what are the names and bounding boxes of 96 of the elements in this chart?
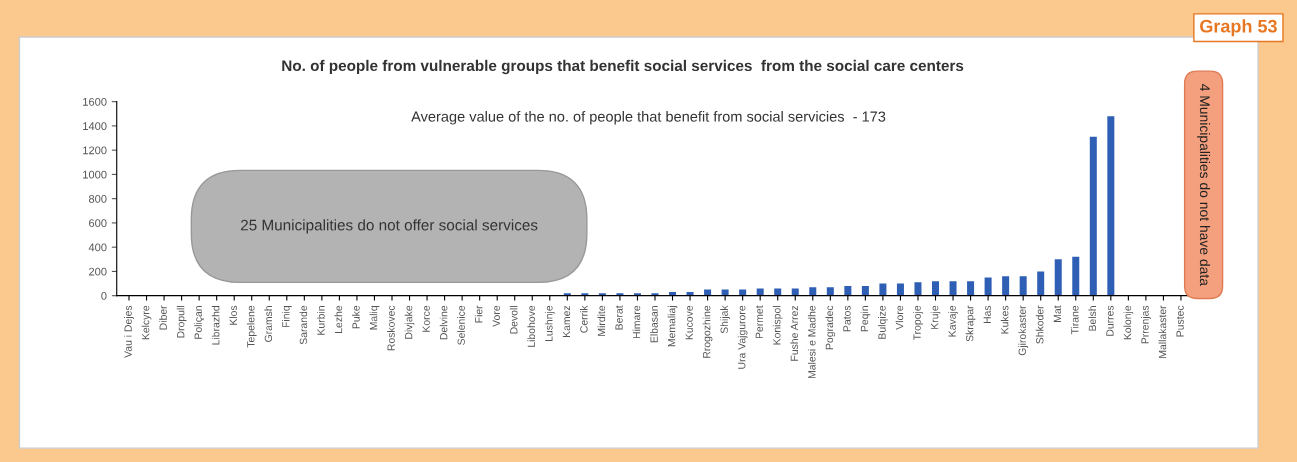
- x-tick-label: Skrapar: [965, 305, 976, 342]
- bar: [1037, 271, 1045, 296]
- x-tick-label: Prrenjas: [1141, 305, 1151, 344]
- x-tick-label: Gramsh: [264, 306, 273, 342]
- y-tick-label: 0: [101, 291, 107, 300]
- x-tick-label: Bulqize: [878, 305, 888, 339]
- x-tick-label: Roskovec: [387, 305, 395, 351]
- annotation: 25 Municipalities do not offer social services: [240, 219, 538, 234]
- bar: [861, 285, 869, 296]
- x-tick-label: Kelcyre: [141, 305, 152, 340]
- y-tick-label: 400: [88, 243, 107, 252]
- bar: [844, 285, 852, 296]
- y-tick-label: 1200: [83, 146, 107, 155]
- x-tick-label: Puke: [352, 305, 360, 329]
- bar: [967, 281, 975, 296]
- bar: [949, 281, 957, 296]
- x-tick-label: Mirdite: [597, 305, 606, 336]
- x-tick-label: Shijak: [720, 305, 730, 334]
- text: 4 Municipalities do not have data: [1197, 83, 1211, 286]
- bar: [1107, 116, 1115, 296]
- x-tick-label: Durres: [1106, 305, 1114, 336]
- x-tick-label: Cerrik: [580, 305, 588, 333]
- x-tick-label: Divjake: [404, 305, 415, 339]
- x-tick-label: Kruje: [930, 305, 941, 329]
- bar: [1002, 276, 1010, 296]
- x-tick-label: Kamez: [562, 305, 571, 337]
- y-tick-label: 200: [89, 267, 107, 276]
- bar: [1072, 256, 1080, 296]
- y-tick-label: 1400: [83, 122, 107, 131]
- x-tick-label: Tirane: [1070, 305, 1079, 335]
- x-tick-label: Maliq: [369, 306, 380, 330]
- x-tick-label: Dropull: [176, 306, 187, 338]
- x-tick-label: Patos: [843, 305, 851, 332]
- bar: [774, 288, 782, 296]
- bar: [1054, 259, 1062, 296]
- y-tick-label: 600: [89, 219, 107, 228]
- x-tick-label: Libohove: [527, 305, 536, 347]
- bar: [1089, 136, 1097, 296]
- y-tick-label: 1600: [83, 97, 107, 106]
- y-tick-label: 1000: [83, 170, 107, 179]
- x-tick-label: Mat: [1053, 305, 1062, 322]
- x-tick-label: Peqin: [860, 306, 871, 332]
- x-tick-label: Shkoder: [1035, 305, 1044, 344]
- bar: [756, 288, 764, 296]
- x-tick-label: Ura Vajgurore: [737, 305, 748, 369]
- x-tick-label: Mallakaster: [1158, 305, 1167, 358]
- x-tick-label: Poliçan: [194, 306, 205, 339]
- x-tick-label: Librazhd: [211, 306, 220, 345]
- x-tick-label: Elbasan: [650, 306, 658, 343]
- x-tick-label: Sarande: [299, 305, 308, 345]
- x-tick-label: Malesi e Madhe: [807, 305, 816, 379]
- y-tick-label: 800: [88, 194, 107, 203]
- x-tick-label: Kavaje: [948, 305, 958, 337]
- bar: [914, 282, 922, 296]
- x-tick-label: Tropoje: [913, 305, 923, 341]
- bar: [1019, 276, 1027, 296]
- bar: [879, 283, 887, 296]
- x-tick-label: Vlore: [895, 305, 904, 330]
- x-tick-label: Kurbin: [317, 306, 325, 335]
- x-tick-label: Vore: [492, 305, 500, 327]
- bar: [896, 283, 904, 296]
- x-tick-label: Korce: [422, 305, 430, 332]
- x-tick-label: Konispol: [772, 306, 783, 345]
- x-tick-label: Vau i Dejes: [124, 305, 134, 358]
- x-tick-label: Pogradec: [825, 305, 836, 350]
- x-tick-label: Diber: [159, 305, 167, 330]
- x-tick-label: Permet: [755, 305, 763, 339]
- x-tick-label: Gjirokaster: [1018, 305, 1029, 356]
- x-tick-label: Devoll: [509, 306, 518, 334]
- x-tick-label: Kolonje: [1123, 305, 1134, 340]
- caption: Graph 53: [1200, 19, 1277, 37]
- x-tick-label: Himare: [632, 305, 641, 339]
- bar: [809, 287, 817, 296]
- x-tick-label: Delvine: [439, 305, 448, 340]
- x-tick-label: Selenice: [457, 305, 465, 345]
- x-tick-label: Kucove: [685, 305, 693, 340]
- x-tick-label: Has: [983, 305, 991, 324]
- bar: [984, 277, 992, 296]
- x-tick-label: Berat: [615, 305, 623, 330]
- bar: [932, 281, 940, 296]
- x-tick-label: Lushnje: [544, 305, 555, 342]
- bar: [791, 288, 799, 296]
- x-tick-label: Memaliaj: [667, 306, 678, 347]
- x-tick-label: Fier: [474, 305, 483, 323]
- x-tick-label: Rrogozhine: [702, 305, 713, 358]
- x-tick-label: Pustec: [1176, 305, 1184, 337]
- x-tick-label: Fushe Arrez: [790, 305, 799, 361]
- bar: [826, 287, 834, 296]
- x-tick-label: Lezhe: [334, 305, 343, 333]
- annotation: Average value of the no. of people that benefit from social servicies - 173: [411, 111, 886, 125]
- x-tick-label: Tepelene: [246, 305, 257, 348]
- x-tick-label: Belsh: [1088, 306, 1097, 331]
- x-tick-label: Klos: [229, 305, 237, 325]
- x-tick-label: Kukes: [1000, 305, 1009, 334]
- chart-title: No. of people from vulnerable groups that benefit social services from the social care centers: [282, 59, 964, 75]
- x-tick-label: Finiq: [281, 306, 292, 328]
